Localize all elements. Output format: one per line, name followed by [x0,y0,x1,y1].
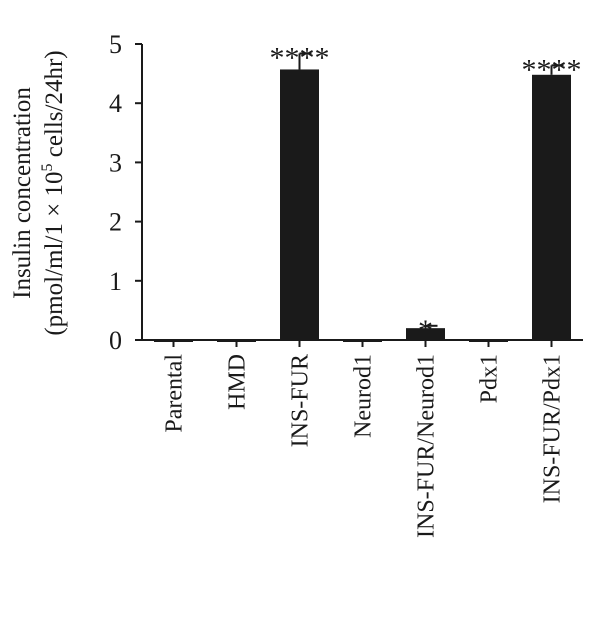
x-tick-label: HMD [225,354,251,410]
significance-label: * [418,314,433,347]
x-tick-label: Neurod1 [351,354,377,438]
labels: 0 1 2 3 4 5 Parental HMD **** INS-FUR Neurod1 * INS-… [109,30,582,538]
bar [469,340,508,342]
bar [343,340,382,342]
bar [217,340,256,342]
y-axis-title-line2-suffix: cells/24hr) [41,50,68,163]
y-tick-label: 4 [109,89,122,118]
x-tick-label: Parental [162,354,188,433]
bar [154,340,193,342]
y-axis-title-superscript: 5 [39,164,56,172]
y-axis-title-line2-prefix: (pmol/ml/1 × 10 [41,172,68,336]
y-tick-label: 3 [109,148,122,177]
significance-label: **** [270,41,330,74]
y-tick-label: 5 [109,30,122,59]
bar [532,74,571,340]
y-tick-label: 2 [109,208,122,237]
axes [135,43,583,347]
x-tick-label: INS-FUR/Neurod1 [414,354,440,538]
significance-label: **** [522,53,582,86]
y-axis-title-line2: (pmol/ml/1 × 105 cells/24hr) [39,50,68,335]
y-tick-label: 1 [109,267,122,296]
y-axis-title: Insulin concentration (pmol/ml/1 × 105 c… [9,50,68,335]
x-tick-label: Pdx1 [477,354,503,403]
bar [280,69,319,341]
x-tick-label: INS-FUR [288,354,314,447]
x-tick-label: INS-FUR/Pdx1 [540,354,566,503]
bars [154,52,571,342]
y-tick-label: 0 [109,326,122,355]
y-axis-title-line1: Insulin concentration [9,87,36,299]
bar [406,328,445,340]
